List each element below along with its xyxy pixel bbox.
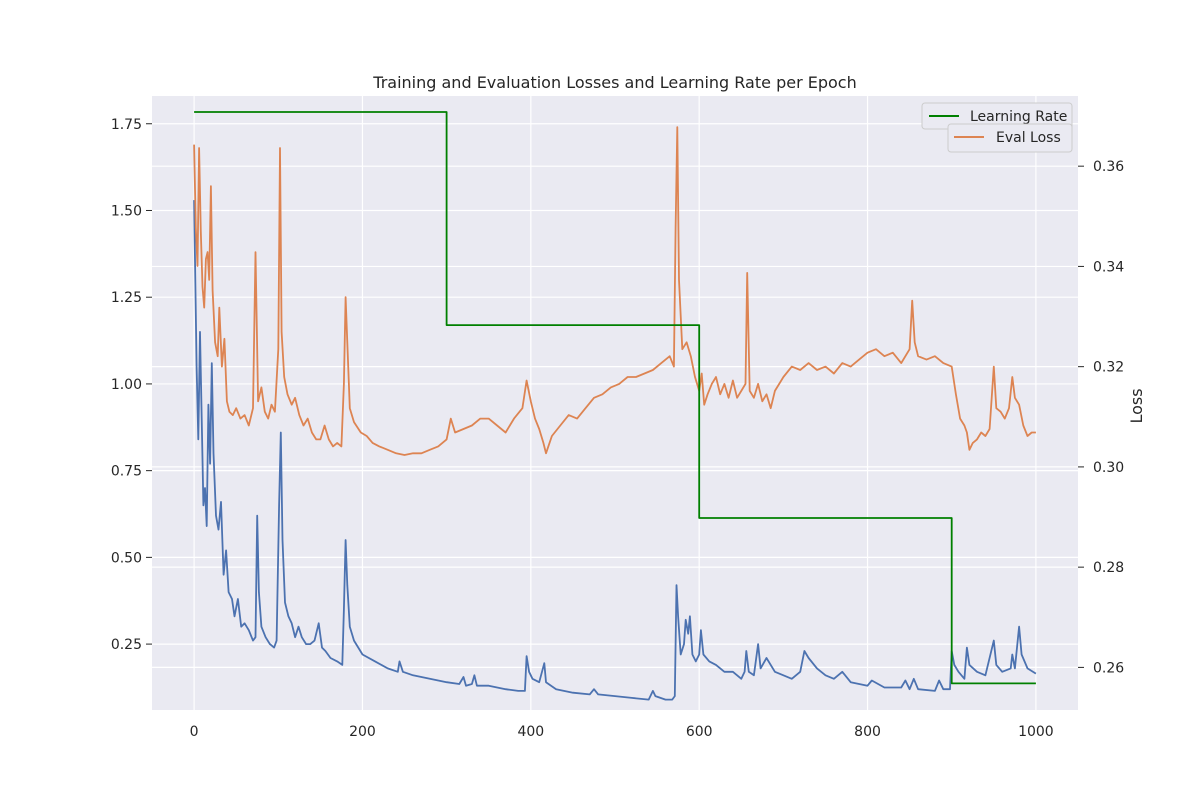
left-tick-label: 1.50: [111, 203, 142, 219]
left-tick-label: 1.00: [111, 377, 142, 393]
left-tick-label: 1.75: [111, 117, 142, 133]
right-tick-label: 0.30: [1093, 460, 1124, 476]
left-tick-label: 0.75: [111, 464, 142, 480]
right-tick-label: 0.34: [1093, 259, 1124, 275]
x-tick-label: 800: [854, 724, 881, 740]
plot-area: [152, 96, 1078, 710]
x-tick-label: 600: [686, 724, 713, 740]
series-learning-rate: [194, 111, 1036, 685]
chart-title: Training and Evaluation Losses and Learn…: [372, 73, 856, 92]
x-tick-label: 200: [349, 724, 376, 740]
right-tick-label: 0.28: [1093, 560, 1124, 576]
x-tick-label: 400: [517, 724, 544, 740]
right-tick-label: 0.26: [1093, 660, 1124, 676]
right-tick-label: 0.36: [1093, 159, 1124, 175]
left-tick-labels: 0.25 0.50 0.75 1.00 1.25 1.50 1.75: [111, 117, 152, 653]
legend-label-learning-rate: Learning Rate: [970, 109, 1067, 125]
right-tick-labels: 0.26 0.28 0.30 0.32 0.34 0.36: [1078, 159, 1124, 676]
series-layer: [193, 111, 1037, 701]
series-0: [193, 200, 1037, 701]
grid-right: [152, 165, 1078, 668]
x-tick-labels: 0 200 400 600 800 1000: [190, 724, 1054, 740]
left-tick-label: 0.50: [111, 550, 142, 566]
legend: Learning Rate Eval Loss: [921, 102, 1073, 153]
right-axis-label: Loss: [1127, 388, 1146, 423]
legend-box-eval-loss: [947, 123, 1073, 153]
grid-x: [193, 96, 1037, 710]
right-tick-label: 0.32: [1093, 360, 1124, 376]
left-tick-label: 0.25: [111, 637, 142, 653]
series-eval-loss: [193, 126, 1036, 456]
x-tick-label: 0: [190, 724, 199, 740]
x-tick-label: 1000: [1018, 724, 1054, 740]
left-tick-label: 1.25: [111, 290, 142, 306]
legend-label-eval-loss: Eval Loss: [996, 130, 1061, 146]
